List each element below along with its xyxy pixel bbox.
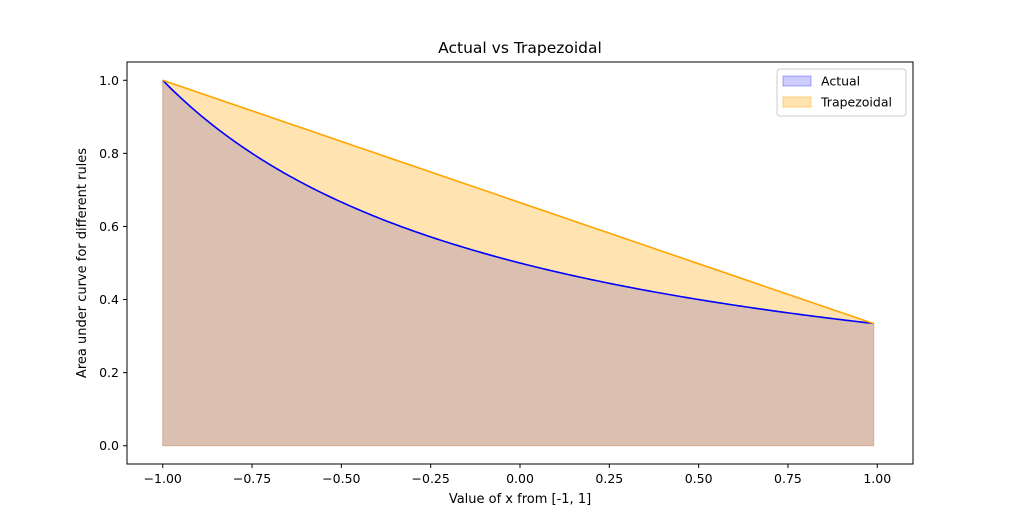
legend-items: Actual Trapezoidal	[782, 74, 892, 110]
x-tick-label: 0.25	[595, 471, 623, 486]
y-axis: 0.0 0.2 0.4 0.6 0.8 1.0	[99, 73, 127, 453]
x-tick-label: 0.00	[506, 471, 534, 486]
chart-title: Actual vs Trapezoidal	[438, 39, 602, 57]
lines-layer	[162, 79, 874, 325]
x-tick-label: −0.25	[412, 471, 450, 486]
legend: Actual Trapezoidal	[776, 68, 907, 117]
legend-swatch-trapezoidal	[782, 96, 812, 108]
legend-box	[776, 68, 907, 117]
y-tick-label: 1.0	[99, 73, 119, 88]
series-line-actual	[162, 79, 874, 325]
x-tick-label: 0.75	[774, 471, 802, 486]
y-tick-label: 0.6	[99, 219, 119, 234]
y-tick-label: 0.0	[99, 438, 119, 453]
x-tick-label: −1.00	[144, 471, 182, 486]
y-tick-label: 0.4	[99, 292, 119, 307]
y-tick-label: 0.2	[99, 365, 119, 380]
x-tick-label: 0.50	[685, 471, 713, 486]
x-axis-label: Value of x from [-1, 1]	[449, 492, 591, 507]
y-tick-label: 0.8	[99, 146, 119, 161]
y-axis-label: Area under curve for different rules	[75, 148, 90, 378]
x-tick-label: −0.50	[322, 471, 360, 486]
legend-label-actual: Actual	[821, 74, 860, 89]
legend-label-trapezoidal: Trapezoidal	[820, 95, 892, 110]
x-tick-label: 1.00	[863, 471, 891, 486]
legend-swatch-actual	[782, 75, 812, 87]
series-line-trapezoidal	[162, 79, 874, 325]
x-axis: −1.00 −0.75 −0.50 −0.25 0.00 0.25 0.50 0.75 1.00	[144, 464, 891, 486]
x-tick-label: −0.75	[233, 471, 271, 486]
